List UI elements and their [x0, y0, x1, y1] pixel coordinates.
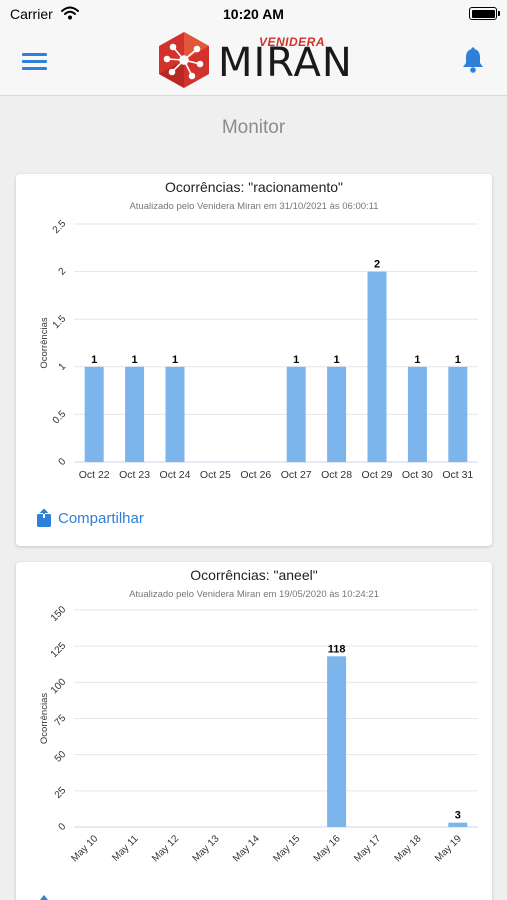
y-tick-label: 150 [49, 604, 69, 624]
notifications-button[interactable] [459, 46, 487, 74]
x-tick-label: May 17 [352, 833, 383, 864]
y-tick-label: 0 [57, 821, 69, 833]
x-tick-label: Oct 24 [160, 469, 191, 481]
bar [286, 366, 306, 462]
x-tick-label: May 13 [191, 833, 222, 864]
chart-subtitle: Atualizado pelo Venidera Miran em 31/10/… [129, 201, 379, 212]
data-label: 118 [328, 643, 346, 655]
x-tick-label: May 19 [433, 833, 464, 864]
bar [407, 366, 427, 462]
x-tick-label: May 16 [312, 833, 343, 864]
page-title: Monitor [221, 117, 286, 138]
y-tick-label: 2.5 [51, 218, 69, 236]
data-label: 1 [293, 354, 299, 366]
x-tick-label: Oct 26 [240, 469, 271, 481]
bar [327, 656, 347, 827]
bar [84, 366, 104, 462]
bar [448, 822, 468, 827]
y-tick-label: 75 [53, 713, 69, 729]
x-tick-label: Oct 29 [362, 469, 393, 481]
status-time: 10:20 AM [223, 6, 284, 22]
data-label: 1 [132, 354, 138, 366]
bar [448, 366, 468, 462]
y-tick-label: 100 [49, 676, 69, 696]
nav-bar: VENIDERA MIRAN [0, 28, 507, 96]
y-tick-label: 2 [57, 266, 69, 278]
chart-title: Ocorrências: "aneel" [190, 567, 318, 583]
x-tick-label: May 11 [110, 833, 141, 864]
chart-subtitle: Atualizado pelo Venidera Miran em 19/05/… [129, 589, 379, 600]
share-icon[interactable] [36, 892, 52, 900]
x-tick-label: May 18 [393, 833, 424, 864]
occurrences-chart: 0 25 50 75 100 125 150 Ocorrências May 10 May 11 M… [39, 604, 478, 864]
x-tick-label: Oct 22 [79, 469, 110, 481]
x-tick-label: Oct 27 [281, 469, 312, 481]
data-label: 3 [455, 810, 461, 822]
y-tick-label: 25 [53, 785, 69, 801]
data-label: 1 [414, 354, 420, 366]
x-tick-label: May 15 [271, 833, 302, 864]
logo-wordmark: MIRAN [218, 40, 353, 86]
y-tick-label: 125 [49, 640, 69, 660]
y-tick-label: 1 [57, 361, 69, 373]
chart-title: Ocorrências: "racionamento" [164, 179, 343, 195]
x-tick-label: Oct 31 [442, 469, 473, 481]
share-icon [37, 509, 51, 527]
chart-card: Ocorrências: "racionamento" Atualizado p… [16, 174, 492, 546]
share-button[interactable]: Compartilhar [36, 509, 144, 527]
bar [367, 271, 387, 462]
x-tick-label: May 14 [231, 833, 262, 864]
y-tick-label: 0.5 [51, 408, 69, 426]
data-label: 1 [172, 354, 178, 366]
x-tick-label: Oct 25 [200, 469, 231, 481]
status-bar: Carrier 10:20 AM [0, 0, 507, 28]
app-logo: VENIDERA MIRAN [155, 28, 355, 92]
x-tick-label: Oct 23 [119, 469, 150, 481]
data-label: 1 [334, 354, 340, 366]
x-tick-label: May 12 [150, 833, 181, 864]
x-tick-label: Oct 28 [321, 469, 352, 481]
bell-icon [463, 47, 483, 73]
share-label: Compartilhar [58, 509, 144, 527]
x-tick-label: Oct 30 [402, 469, 433, 481]
y-tick-label: 0 [57, 456, 69, 468]
y-tick-label: 1.5 [51, 313, 69, 331]
menu-button[interactable] [20, 50, 50, 72]
logo-brand-text: VENIDERA [259, 35, 326, 49]
y-axis-title: Ocorrências [39, 317, 50, 368]
bar [327, 366, 347, 462]
battery-icon [469, 7, 500, 20]
data-label: 1 [91, 354, 97, 366]
data-label: 2 [374, 259, 380, 271]
wifi-icon [61, 6, 79, 20]
logo-hexagon-icon [159, 32, 209, 88]
bar [165, 366, 185, 462]
x-tick-label: May 10 [69, 833, 100, 864]
y-tick-label: 50 [53, 749, 69, 765]
carrier-label: Carrier [10, 6, 53, 22]
bar [125, 366, 145, 462]
chart-card: Ocorrências: "aneel" Atualizado pelo Ven… [16, 562, 492, 900]
y-axis-title: Ocorrências [39, 693, 50, 744]
data-label: 1 [455, 354, 461, 366]
occurrences-chart: 0 0.5 1 1.5 2 2.5 Ocorrências 1 Oct 22 1 Oct 23 1 Oc… [39, 218, 478, 481]
